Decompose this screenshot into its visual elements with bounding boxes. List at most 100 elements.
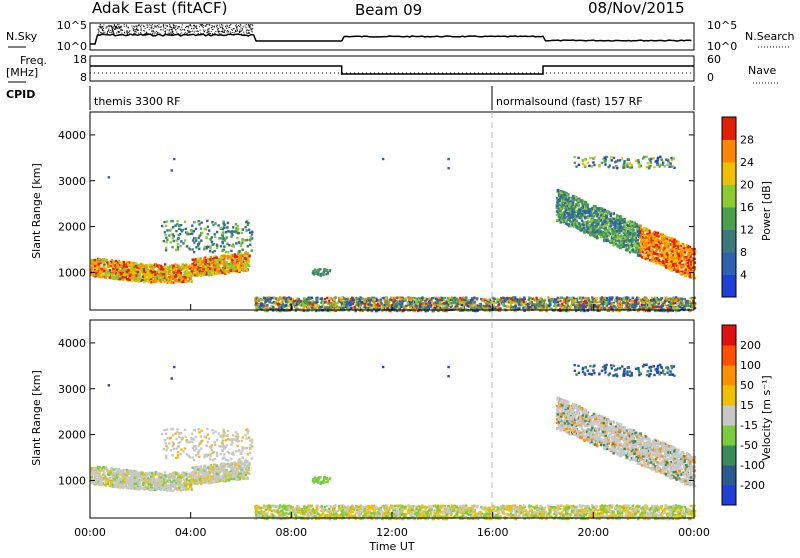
power-cell: [588, 306, 590, 308]
search-noise-dot: [206, 24, 207, 25]
search-noise-dot: [113, 32, 114, 33]
search-noise-dot: [147, 33, 148, 34]
search-noise-dot: [120, 26, 121, 27]
power-cell: [213, 233, 215, 235]
power-cell: [381, 307, 383, 309]
search-noise-dot: [230, 24, 231, 25]
search-noise-dot: [112, 30, 113, 31]
power-cell: [186, 268, 188, 270]
search-noise-dot: [184, 29, 185, 30]
search-noise-dot: [155, 32, 156, 33]
search-noise-dot: [158, 26, 159, 27]
search-noise-dot: [194, 31, 195, 32]
power-cell: [398, 303, 400, 305]
power-cell: [167, 277, 169, 279]
search-noise-dot: [198, 33, 199, 34]
search-noise-dot: [165, 28, 166, 29]
power-cell: [193, 272, 195, 274]
power-cell: [181, 268, 183, 270]
power-cell: [308, 297, 310, 299]
power-cell: [144, 280, 146, 282]
search-noise-dot: [206, 32, 207, 33]
power-cell: [376, 299, 378, 301]
power-cell: [221, 257, 223, 259]
power-cell: [141, 279, 143, 281]
power-cell: [185, 228, 187, 230]
power-cell: [213, 250, 215, 252]
search-noise-dot: [236, 29, 237, 30]
search-noise-dot: [175, 27, 176, 28]
power-cell: [241, 259, 243, 261]
search-noise-dot: [210, 33, 211, 34]
power-cell: [165, 247, 167, 249]
power-cell: [625, 305, 627, 307]
power-cell: [95, 272, 97, 274]
freq-left-tick-top: 18: [73, 53, 87, 66]
power-cell: [316, 300, 318, 302]
power-cell: [462, 306, 464, 308]
power-cell: [148, 281, 150, 283]
power-cell: [134, 269, 136, 271]
power-cell: [325, 307, 327, 309]
power-cell: [202, 266, 204, 268]
search-noise-dot: [246, 27, 247, 28]
power-cell: [166, 239, 168, 241]
search-noise-dot: [181, 27, 182, 28]
search-noise-dot: [207, 30, 208, 31]
power-cell: [478, 307, 480, 309]
power-cell: [495, 302, 497, 304]
power-cell: [318, 307, 320, 309]
power-cell: [206, 237, 208, 239]
power-cell: [272, 307, 274, 309]
power-cell: [284, 298, 286, 300]
power-cell: [685, 300, 687, 302]
power-cell: [216, 257, 218, 259]
power-cell: [356, 298, 358, 300]
power-cell: [172, 237, 174, 239]
power-cell: [492, 297, 494, 299]
power-cell: [618, 300, 620, 302]
search-noise-dot: [249, 26, 250, 27]
power-cell: [405, 305, 407, 307]
power-cell: [97, 259, 99, 261]
search-noise-dot: [112, 31, 113, 32]
search-noise-dot: [169, 26, 170, 27]
power-cell: [447, 299, 449, 301]
power-cell: [185, 265, 187, 267]
search-noise-dot: [247, 29, 248, 30]
power-cell: [209, 250, 211, 252]
power-cell: [190, 280, 192, 282]
power-cell: [610, 298, 612, 300]
search-noise-dot: [124, 24, 125, 25]
power-cell: [616, 296, 618, 298]
power-cell: [385, 297, 387, 299]
power-cell: [115, 278, 117, 280]
power-cell: [146, 268, 148, 270]
power-cell: [473, 296, 475, 298]
power-cell: [415, 305, 417, 307]
freq-left-tick-bottom: 8: [80, 71, 87, 84]
search-noise-dot: [114, 33, 115, 34]
power-cell: [143, 268, 145, 270]
search-noise-dot: [200, 33, 201, 34]
power-cell: [164, 231, 166, 233]
search-noise-dot: [221, 33, 222, 34]
power-cell: [175, 249, 177, 251]
power-cell: [91, 268, 93, 270]
power-cell: [622, 302, 624, 304]
power-cell: [191, 268, 193, 270]
power-cell: [139, 273, 141, 275]
power-cell: [156, 265, 158, 267]
power-cell: [198, 248, 200, 250]
power-cell: [215, 272, 217, 274]
power-cell: [327, 271, 329, 273]
search-noise-dot: [193, 25, 194, 26]
search-noise-dot: [186, 26, 187, 27]
power-cell: [248, 265, 250, 267]
search-noise-dot: [167, 26, 168, 27]
power-cell: [170, 241, 172, 243]
search-noise-dot: [134, 31, 135, 32]
power-cell: [135, 265, 137, 267]
power-cell: [397, 306, 399, 308]
power-cell: [520, 301, 522, 303]
